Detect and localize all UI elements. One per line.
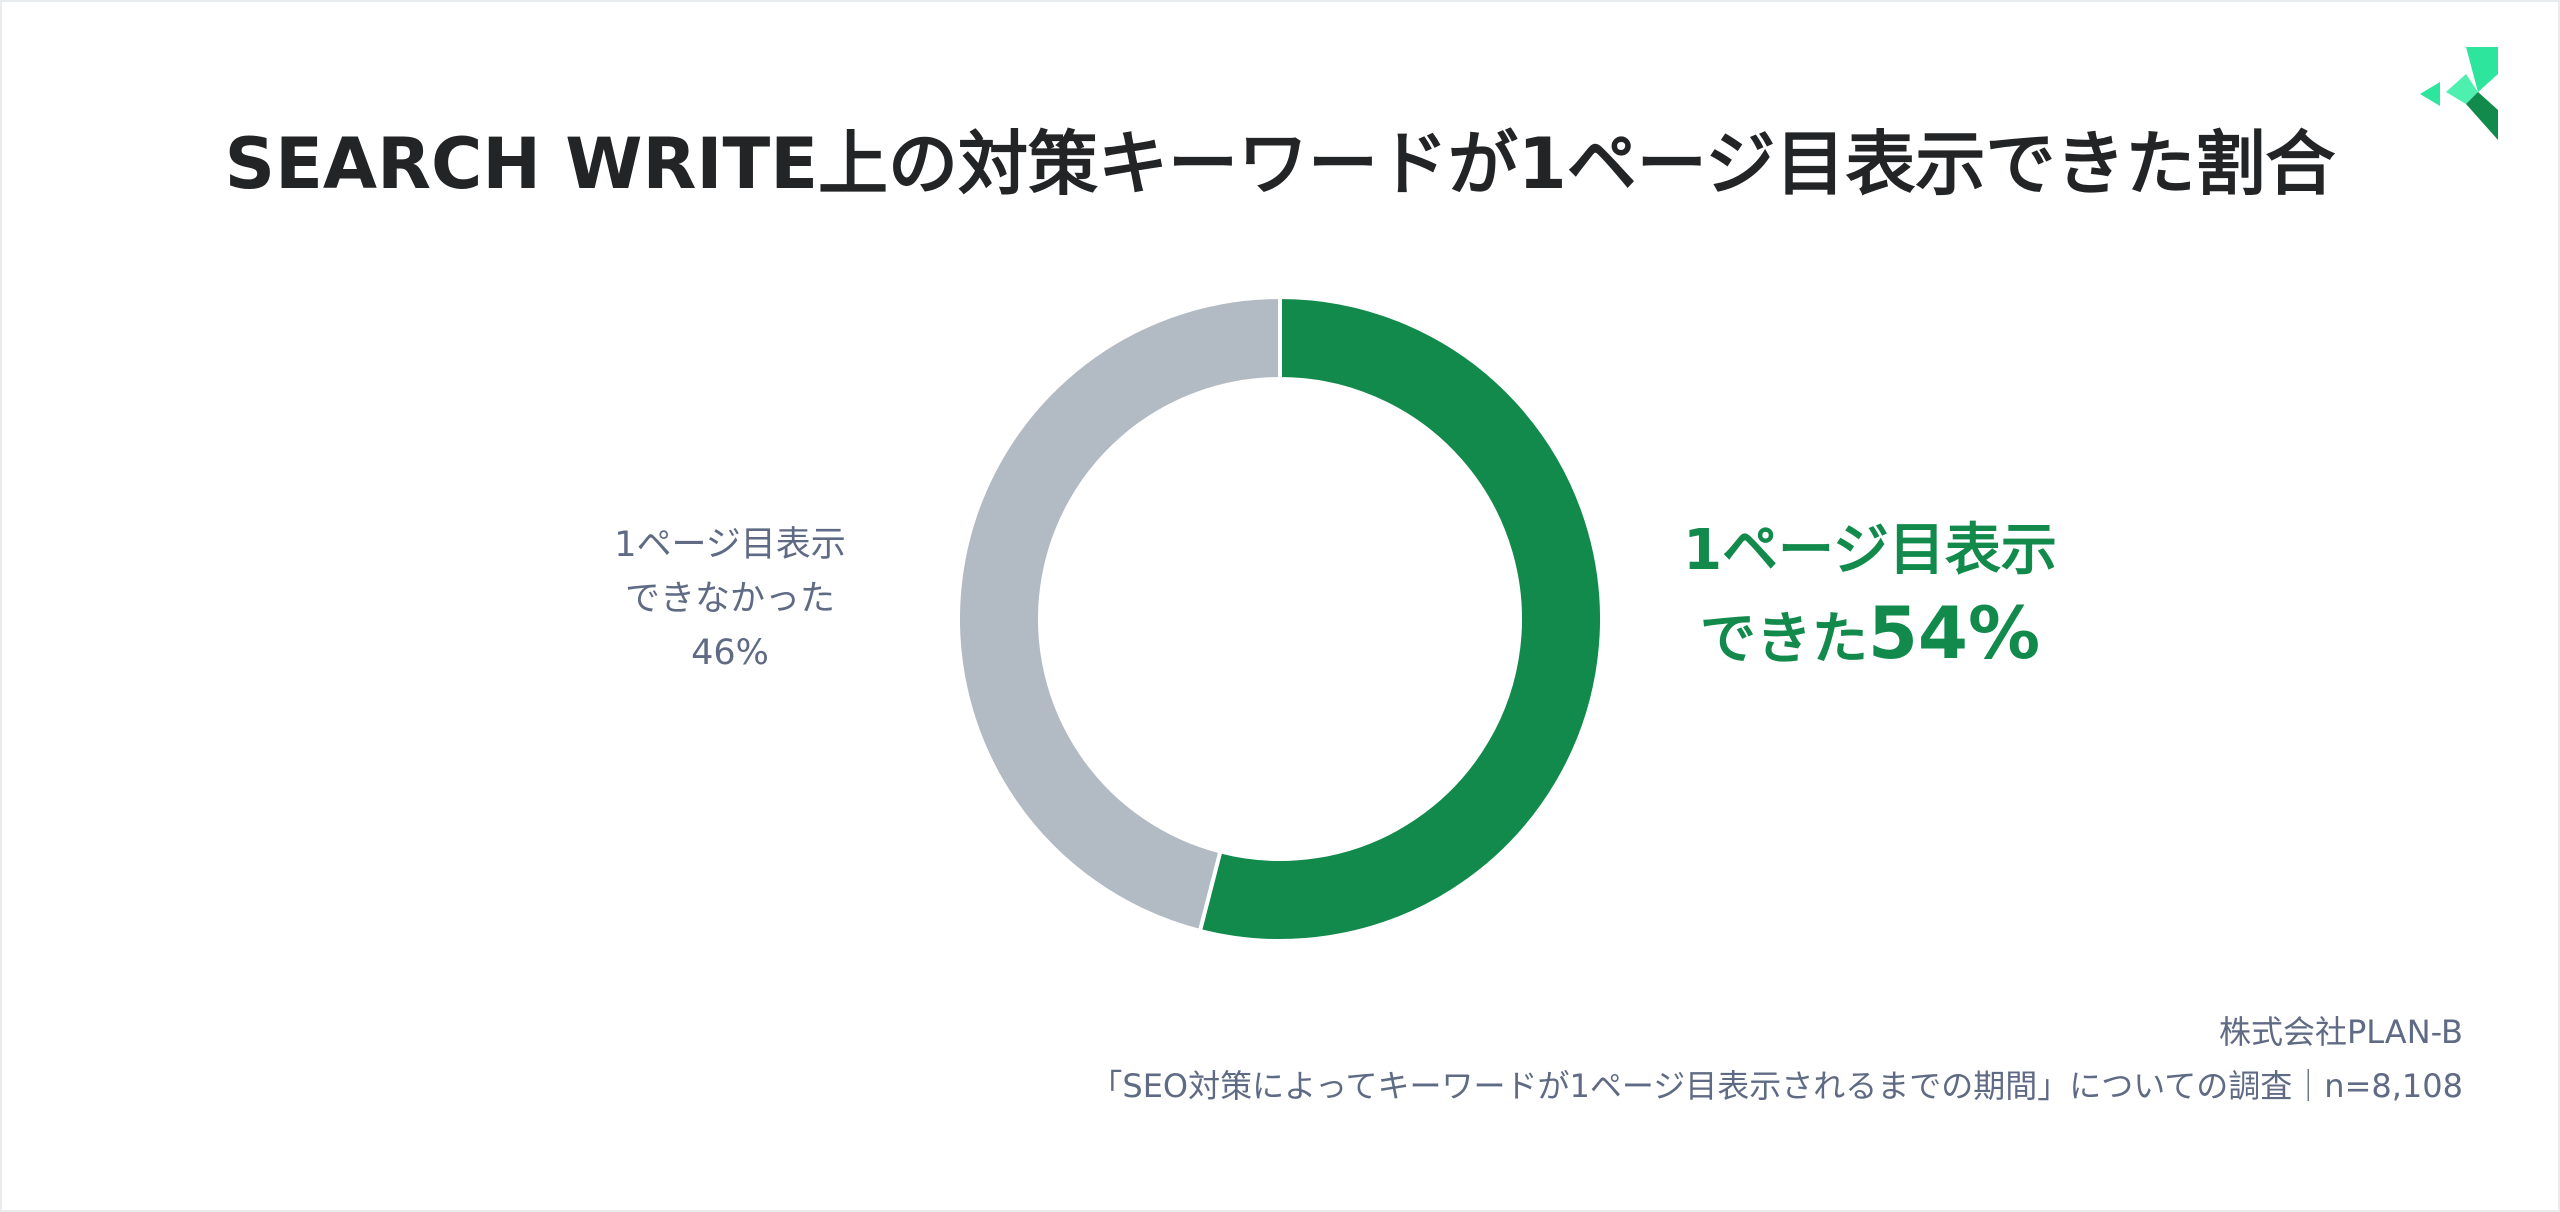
slice-label-not-shown: 1ページ目表示 できなかった 46% (560, 518, 900, 680)
slice-label-not-shown-line2: できなかった (624, 579, 835, 619)
source-company: 株式会社PLAN-B (2218, 1013, 2463, 1051)
slice-value-shown: 54% (1867, 591, 2041, 675)
slice-label-shown: 1ページ目表示 できた54% (1660, 510, 2080, 681)
slice-not-shown (956, 294, 1282, 934)
slice-shown (1197, 294, 1604, 943)
source-note: 株式会社PLAN-B 「SEO対策によってキーワードが1ページ目表示されるまでの… (1090, 1005, 2463, 1113)
chart-title: SEARCH WRITE上の対策キーワードが1ページ目表示できた割合 (224, 123, 2336, 205)
slice-label-not-shown-line1: 1ページ目表示 (614, 525, 846, 565)
source-survey: 「SEO対策によってキーワードが1ページ目表示されるまでの期間」についての調査｜… (1090, 1067, 2463, 1105)
slice-label-shown-line1: 1ページ目表示 (1683, 518, 2057, 583)
slice-label-shown-line2-wrap: できた54% (1660, 592, 2080, 681)
plan-b-logo-icon (2420, 47, 2498, 140)
slice-label-shown-line2: できた (1699, 607, 1868, 672)
slice-value-not-shown: 46% (691, 633, 769, 673)
